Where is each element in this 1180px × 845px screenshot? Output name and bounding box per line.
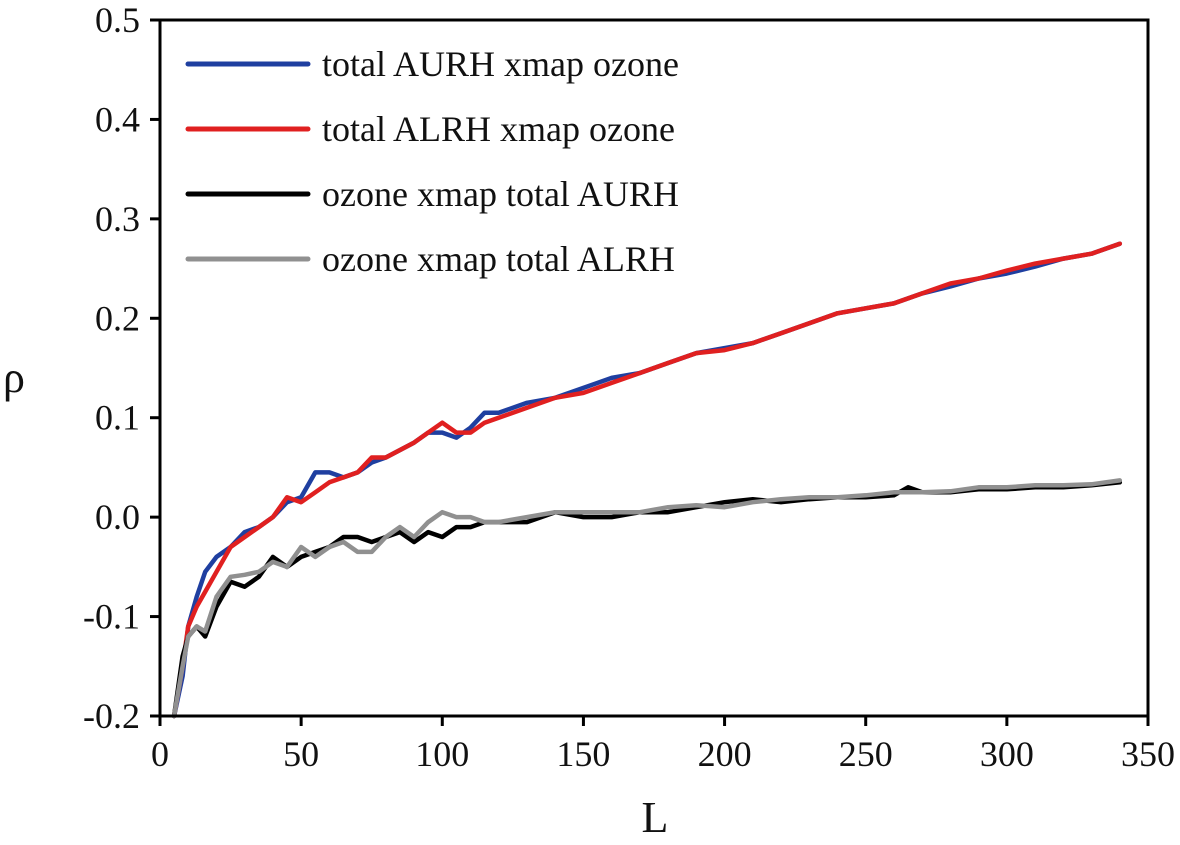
x-tick-label: 200 <box>698 734 752 774</box>
y-tick-label: 0.0 <box>95 497 140 537</box>
x-tick-label: 150 <box>556 734 610 774</box>
legend-label-1: total AURH xmap ozone <box>322 44 679 84</box>
y-tick-label: 0.3 <box>95 199 140 239</box>
y-tick-label: 0.4 <box>95 99 140 139</box>
y-tick-label: 0.5 <box>95 0 140 40</box>
y-tick-label: -0.1 <box>83 597 140 637</box>
y-axis-title: ρ <box>3 353 25 402</box>
series-line-1 <box>171 241 1123 719</box>
legend: total AURH xmap ozone total ALRH xmap ozo… <box>185 44 679 279</box>
series-line-4 <box>171 478 1123 719</box>
series-layer <box>171 241 1123 719</box>
x-tick-label: 100 <box>415 734 469 774</box>
x-tick-label: 300 <box>980 734 1034 774</box>
legend-label-3: ozone xmap total AURH <box>322 174 679 214</box>
y-tick-label: 0.1 <box>95 398 140 438</box>
series-line-2 <box>171 241 1123 719</box>
series-line-3 <box>171 480 1123 719</box>
plot-frame <box>158 18 1150 718</box>
axes-layer: 0 50 100 150 200 250 300 350 -0.2 -0.1 0.0 0.1 0.2 0.… <box>83 0 1175 774</box>
x-tick-label: 250 <box>839 734 893 774</box>
y-tick-label: -0.2 <box>83 696 140 736</box>
x-tick-label: 0 <box>151 734 169 774</box>
y-tick-label: 0.2 <box>95 298 140 338</box>
x-tick-label: 50 <box>283 734 319 774</box>
legend-label-4: ozone xmap total ALRH <box>322 239 675 279</box>
x-tick-label: 350 <box>1121 734 1175 774</box>
legend-label-2: total ALRH xmap ozone <box>322 109 675 149</box>
x-axis-title: L <box>642 793 669 840</box>
